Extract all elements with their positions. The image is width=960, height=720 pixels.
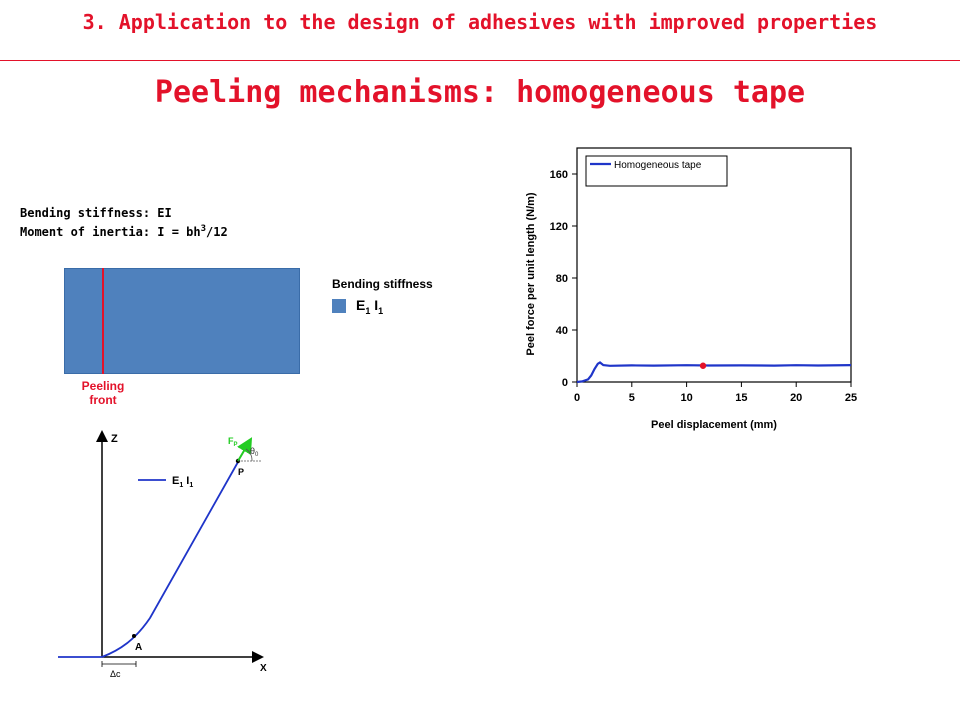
- tape-legend-sub1: 1: [365, 305, 371, 316]
- y-tick-label: 40: [556, 325, 568, 337]
- point-a-label: A: [135, 642, 142, 653]
- sketch-legend-i: I: [183, 475, 189, 487]
- z-axis-label: Z: [111, 433, 118, 445]
- x-tick-label: 5: [629, 392, 635, 404]
- force-subscript: P: [234, 442, 238, 448]
- tape-legend-label: E1 I1: [356, 297, 383, 316]
- y-tick-label: 0: [562, 377, 568, 389]
- x-tick-label: 20: [790, 392, 802, 404]
- bending-stiffness-text: Bending stiffness: EI: [20, 206, 172, 220]
- peeling-front-line1: Peeling: [81, 379, 125, 393]
- chart-axes: [576, 147, 852, 383]
- x-axis-label: X: [260, 663, 267, 674]
- x-tick-label: 25: [845, 392, 857, 404]
- chart-legend-box: [585, 155, 728, 187]
- chart-plot-frame: [576, 147, 852, 383]
- angle-arc: [245, 448, 253, 462]
- tape-legend-title: Bending stiffness: [332, 277, 433, 291]
- chart-legend: Homogeneous tape: [585, 155, 728, 187]
- peeling-front-label: Peeling front: [68, 379, 138, 407]
- peel-force-chart: 0 5 10 15 20 25 0 40 80 120 160 Homogeneous tape P…: [525, 147, 857, 431]
- series-line-homogeneous-tape: [576, 361, 852, 384]
- moi-suffix: /12: [206, 225, 228, 239]
- moment-of-inertia-text: Moment of inertia: I = bh3/12: [20, 224, 228, 239]
- slide-title: Peeling mechanisms: homogeneous tape: [154, 75, 806, 110]
- force-letter: F: [228, 436, 234, 446]
- chart-x-axis-label: Peel displacement (mm): [651, 419, 777, 431]
- tape-legend-e: E: [356, 297, 366, 313]
- chart-y-axis-label: Peel force per unit length (N/m): [525, 192, 537, 356]
- angle-label: θ0: [250, 446, 259, 458]
- y-tick-label: 120: [550, 221, 568, 233]
- section-title: 3. Application to the design of adhesive…: [82, 10, 878, 34]
- x-tick-label: 0: [574, 392, 580, 404]
- x-tick-label: 15: [735, 392, 747, 404]
- x-tick-label: 10: [680, 392, 692, 404]
- force-arrow: [237, 437, 253, 462]
- force-label: FP: [228, 436, 238, 448]
- tape-legend-i: I: [370, 297, 379, 313]
- peeling-front-line2: front: [89, 393, 117, 407]
- tape-legend-sub2: 1: [378, 305, 384, 316]
- chart-series: [576, 361, 852, 384]
- moi-exponent: 3: [200, 224, 207, 234]
- sketch-legend-sub1: 1: [179, 482, 183, 489]
- point-a-dot: [132, 634, 136, 638]
- angle-subscript: 0: [255, 452, 259, 458]
- chart-marker-dot: [699, 362, 707, 369]
- delta-c-label: Δc: [110, 669, 121, 679]
- sketch-legend-label: E1 I1: [172, 475, 193, 489]
- tape-legend-swatch: [332, 299, 346, 313]
- point-p-label: P: [238, 467, 244, 477]
- peeling-front-line: [102, 268, 104, 374]
- peeled-tape-curve: [101, 461, 239, 658]
- angle-theta: θ: [250, 446, 255, 456]
- y-tick-label: 160: [550, 169, 568, 181]
- y-tick-label: 80: [556, 273, 568, 285]
- moi-prefix: Moment of inertia: I = bh: [20, 225, 201, 239]
- sketch-legend-e: E: [172, 475, 179, 487]
- sketch-legend-sub2: 1: [189, 482, 193, 489]
- chart-ticks: 0 5 10 15 20 25 0 40 80 120 160: [550, 169, 857, 404]
- chart-legend-label: Homogeneous tape: [614, 160, 702, 171]
- header-divider: [0, 60, 960, 61]
